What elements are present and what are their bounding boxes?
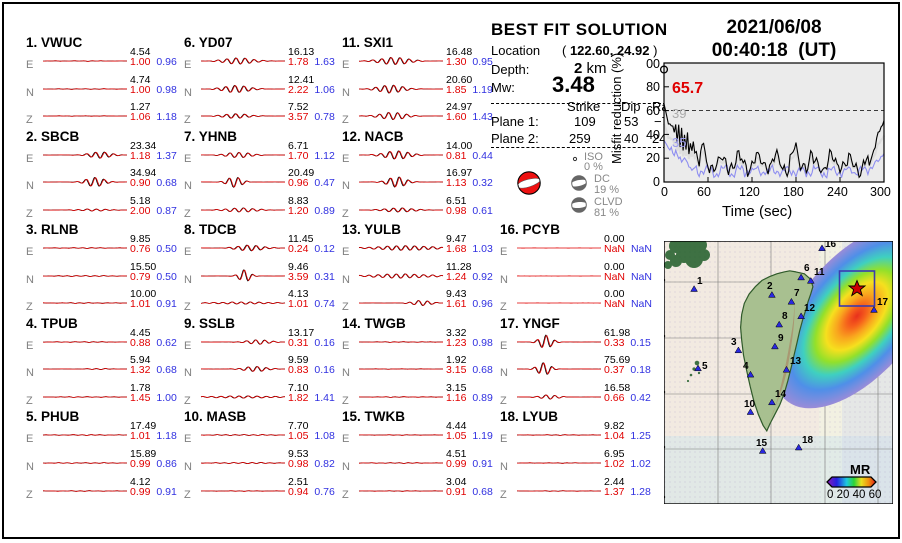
svg-text:13: 13 [790,356,802,367]
svg-text:7: 7 [794,288,800,299]
svg-text:5: 5 [702,361,708,372]
svg-text:14: 14 [775,389,787,400]
svg-text:12: 12 [804,303,816,314]
svg-text:9: 9 [778,333,784,344]
svg-text:15: 15 [756,438,768,449]
svg-text:3: 3 [731,337,737,348]
svg-text:16: 16 [825,241,837,250]
svg-text:10: 10 [744,399,756,410]
svg-text:17: 17 [877,297,889,308]
svg-text:8: 8 [782,311,788,322]
svg-text:4: 4 [743,361,749,372]
svg-text:1: 1 [697,276,703,287]
svg-text:6: 6 [804,263,810,274]
svg-text:18: 18 [802,435,814,446]
svg-text:0 20 40 60: 0 20 40 60 [827,489,881,501]
svg-text:11: 11 [814,267,825,278]
svg-text:2: 2 [767,281,773,292]
svg-text:MR: MR [850,462,871,477]
